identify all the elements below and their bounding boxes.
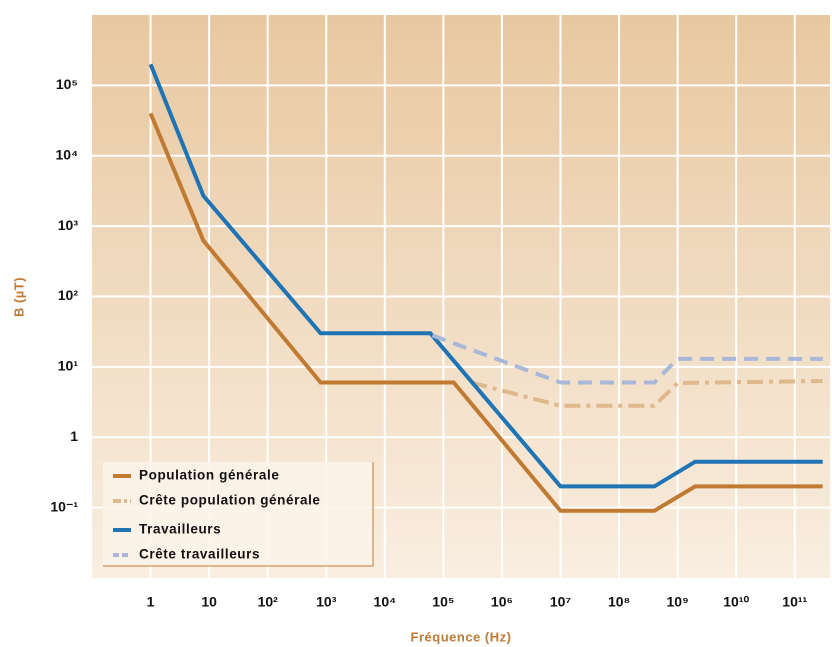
legend-label: Population générale xyxy=(139,468,279,483)
x-tick-label: 10 xyxy=(201,594,217,610)
legend-label: Crête travailleurs xyxy=(139,547,260,562)
y-axis-title: B (µT) xyxy=(11,277,26,317)
x-tick-label: 10⁵ xyxy=(432,594,454,610)
x-tick-label: 10⁷ xyxy=(550,594,572,610)
legend-label: Travailleurs xyxy=(139,522,221,537)
y-tick-label: 10¹ xyxy=(58,358,79,374)
series-line xyxy=(431,333,823,385)
lines xyxy=(148,63,823,513)
x-tick-label: 10³ xyxy=(316,594,337,610)
series-line xyxy=(148,63,823,489)
y-tick-label: 10⁻¹ xyxy=(50,498,78,514)
x-tick-label: 10² xyxy=(258,594,279,610)
y-tick-label: 10⁴ xyxy=(56,146,79,162)
y-tick-label: 10⁵ xyxy=(56,76,78,92)
labels: 1 10 10² 10³ 10⁴ 10⁵ 10⁶ 10⁷ 10⁸ 10⁹ 10¹⁰ 10¹¹ 10⁻¹ 1… xyxy=(50,76,807,610)
y-tick-label: 10² xyxy=(58,287,79,303)
series-line xyxy=(470,379,823,408)
x-tick-label: 10⁶ xyxy=(491,594,513,610)
x-tick-label: 1 xyxy=(147,594,155,610)
series-line xyxy=(148,112,823,513)
legend-box xyxy=(103,462,373,566)
x-tick-label: 10⁹ xyxy=(667,594,689,610)
x-axis-title: Fréquence (Hz) xyxy=(411,629,512,644)
y-tick-label: 1 xyxy=(70,428,78,444)
x-tick-label: 10⁸ xyxy=(608,594,630,610)
x-tick-label: 10¹⁰ xyxy=(723,594,749,610)
legend-label: Crête population générale xyxy=(139,493,321,508)
x-tick-label: 10¹¹ xyxy=(782,594,807,610)
legend: Population générale Crête population géné… xyxy=(103,462,374,567)
x-tick-label: 10⁴ xyxy=(374,594,397,610)
y-tick-label: 10³ xyxy=(58,217,79,233)
